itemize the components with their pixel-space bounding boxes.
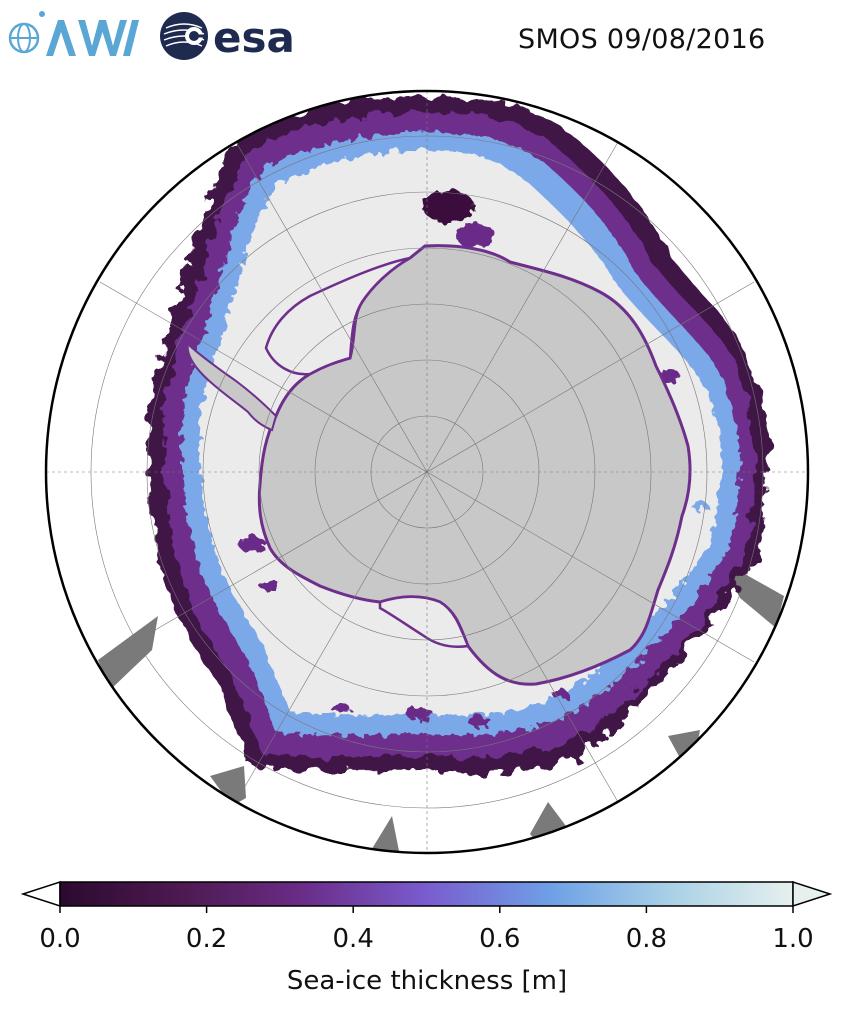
antarctic-peninsula [186, 341, 278, 432]
weddell-sea-ice [264, 256, 411, 376]
svg-text:esa: esa [213, 13, 295, 62]
graticule [46, 91, 808, 853]
esa-logo: esa [160, 12, 295, 62]
colorbar-extend-low [20, 880, 61, 908]
no-data-wedges [98, 490, 784, 853]
colorbar-tick-label: 0.2 [185, 924, 228, 954]
colorbar-tick-label: 0.6 [479, 924, 521, 954]
awi-logo [8, 11, 139, 56]
colorbar-label: Sea-ice thickness [m] [286, 966, 568, 996]
ross-sea-ice [378, 595, 470, 648]
colorbar-tick-label: 1.0 [772, 924, 814, 954]
colorbar-tick-label: 0.0 [39, 924, 81, 954]
thin-ice-patches [195, 190, 708, 727]
map-title: SMOS 09/08/2016 [518, 24, 766, 55]
colorbar-extend-high [792, 880, 833, 908]
map-boundary [44, 89, 810, 855]
colorbar-tick-marks [59, 906, 794, 913]
colorbar [20, 880, 833, 913]
colorbar-tick-label: 0.4 [332, 924, 374, 954]
colorbar-tick-label: 0.8 [625, 924, 668, 954]
colorbar-body [59, 881, 794, 907]
logo-bar: esa [8, 11, 295, 62]
sea-ice-map [44, 89, 810, 855]
